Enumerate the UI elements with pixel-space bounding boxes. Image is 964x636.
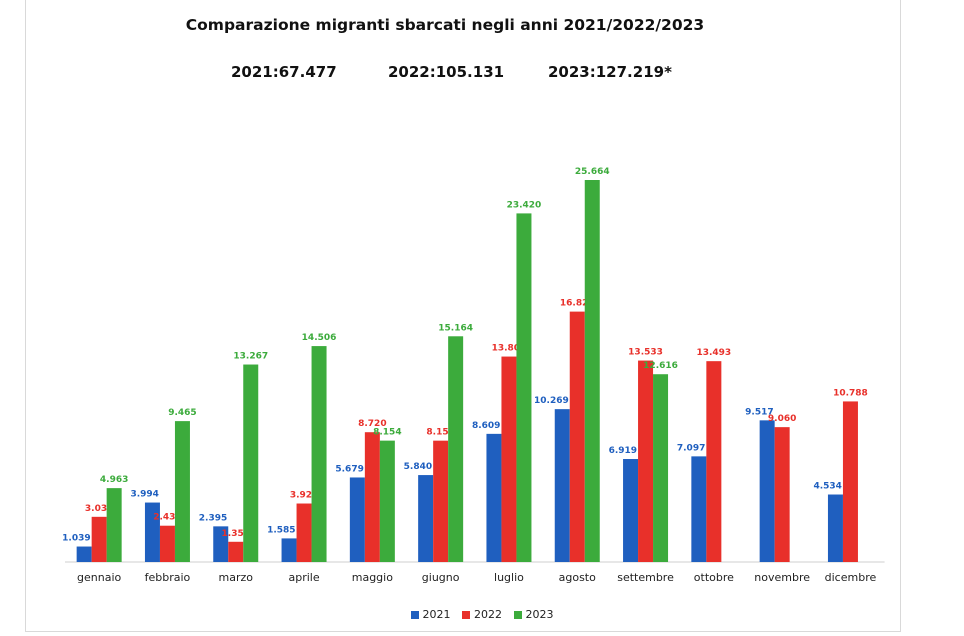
data-label: 1.585: [267, 525, 295, 535]
bar-2021-dicembre: [827, 494, 843, 562]
x-tick-label: giugno: [422, 571, 460, 584]
bar-2022-aprile: [296, 503, 312, 562]
total-2021: 2021:67.477: [231, 63, 337, 81]
legend-swatch-2021: [410, 610, 419, 619]
bar-2021-aprile: [281, 538, 297, 562]
bar-2021-marzo: [213, 526, 229, 562]
bar-2023-maggio: [379, 440, 395, 562]
bar-2022-maggio: [364, 432, 380, 562]
bar-2022-marzo: [228, 541, 244, 562]
bar-2022-febbraio: [159, 525, 175, 562]
x-tick-label: settembre: [617, 571, 674, 584]
bar-2022-gennaio: [91, 516, 107, 562]
bar-2023-febbraio: [174, 421, 190, 562]
data-label: 3.929: [290, 491, 318, 501]
x-tick-label: aprile: [288, 571, 319, 584]
data-label: 9.517: [745, 407, 773, 417]
data-label: 5.840: [404, 462, 432, 472]
data-label: 4.534: [813, 482, 841, 492]
x-tick-label: maggio: [352, 571, 393, 584]
legend-swatch-2022: [462, 610, 470, 619]
legend-item-2022: 2022: [462, 608, 502, 621]
data-label: 14.506: [302, 333, 337, 343]
bar-2021-giugno: [418, 475, 434, 562]
bar-2022-giugno: [433, 440, 449, 562]
total-2022: 2022:105.131: [388, 63, 505, 81]
bar-2021-ottobre: [691, 456, 707, 562]
bar-2022-novembre: [774, 427, 790, 562]
data-label: 3.035: [85, 504, 113, 514]
legend-swatch-2023: [513, 610, 522, 619]
chart-title: Comparazione migranti sbarcati negli ann…: [185, 16, 705, 34]
bar-2022-agosto: [569, 311, 585, 562]
data-label: 2.438: [153, 513, 181, 523]
legend-label-2022: 2022: [474, 608, 502, 621]
data-label: 23.420: [507, 200, 542, 210]
bar-2021-settembre: [623, 459, 639, 562]
bar-2021-febbraio: [144, 502, 160, 562]
x-tick-label: luglio: [494, 571, 524, 584]
data-label: 1.039: [62, 534, 90, 544]
x-tick-label: marzo: [219, 571, 254, 584]
data-label: 9.060: [768, 414, 796, 424]
bar-2021-novembre: [759, 420, 775, 562]
x-tick-label: gennaio: [77, 571, 121, 584]
bar-2023-agosto: [584, 180, 600, 562]
bar-2023-marzo: [243, 364, 259, 562]
data-label: 8.152: [426, 428, 454, 438]
data-label: 3.994: [130, 490, 158, 500]
data-label: 7.097: [677, 443, 705, 453]
x-tick-label: febbraio: [145, 571, 191, 584]
data-label: 13.267: [233, 352, 268, 362]
bar-2021-luglio: [486, 433, 502, 562]
data-label: 6.919: [609, 446, 637, 456]
bar-2022-settembre: [638, 360, 654, 562]
data-label: 10.269: [534, 396, 569, 406]
bar-2023-aprile: [311, 346, 327, 562]
data-label: 13.533: [628, 348, 663, 358]
x-tick-label: agosto: [559, 571, 596, 584]
x-tick-label: dicembre: [825, 571, 877, 584]
bar-2023-luglio: [516, 213, 532, 562]
x-tick-label: novembre: [754, 571, 810, 584]
bar-2022-ottobre: [706, 361, 722, 562]
data-label: 8.154: [373, 428, 401, 438]
bar-2023-settembre: [653, 374, 669, 562]
legend-item-2021: 2021: [410, 608, 451, 621]
legend-label-2021: 2021: [422, 608, 451, 621]
legend-item-2023: 2023: [513, 608, 554, 621]
bar-2022-luglio: [501, 356, 517, 562]
data-label: 10.788: [833, 388, 868, 398]
legend-label-2023: 2023: [525, 608, 554, 621]
x-tick-label: ottobre: [694, 571, 734, 584]
data-label: 15.164: [438, 323, 473, 333]
data-label: 13.493: [696, 348, 731, 358]
data-label: 5.679: [335, 464, 363, 474]
bar-2022-dicembre: [842, 401, 858, 562]
chart-legend: 2021 2022 2023: [0, 608, 964, 622]
data-label: 13.802: [492, 344, 527, 354]
bar-2021-maggio: [349, 477, 365, 562]
data-label: 8.609: [472, 421, 500, 431]
bar-chart: gennaio 1.039 3.035 4.963 febbraio 3.994 2.438…: [62, 167, 885, 584]
data-label: 1.358: [222, 529, 250, 539]
data-label: 2.395: [199, 513, 227, 523]
data-label: 4.963: [100, 475, 128, 485]
data-label: 8.720: [358, 419, 386, 429]
data-label: 16.822: [560, 299, 595, 309]
data-label: 25.664: [575, 167, 610, 177]
data-label: 9.465: [168, 408, 196, 418]
bar-2023-gennaio: [106, 488, 122, 562]
bar-2023-giugno: [448, 336, 464, 562]
data-label: 12.616: [643, 361, 678, 371]
bar-2021-agosto: [554, 409, 570, 562]
total-2023: 2023:127.219*: [548, 63, 672, 81]
bar-2021-gennaio: [76, 546, 92, 562]
